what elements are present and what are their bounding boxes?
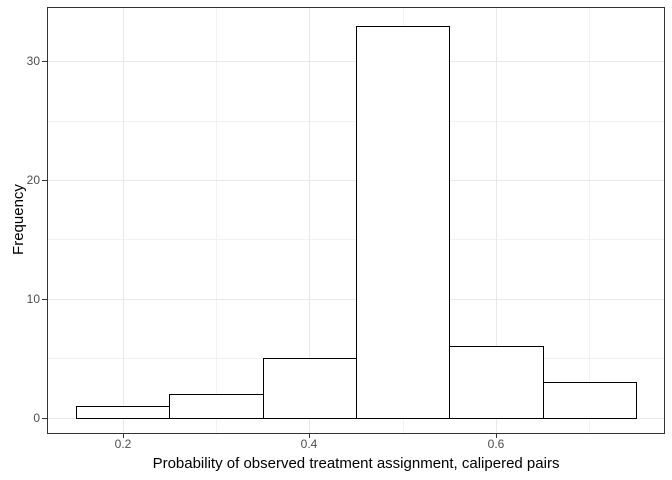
y-tick-mark xyxy=(42,180,47,181)
y-tick-label: 20 xyxy=(26,173,40,187)
plot-panel xyxy=(47,7,665,434)
histogram-bar xyxy=(356,26,450,419)
histogram-bar xyxy=(263,358,357,419)
x-tick-mark xyxy=(123,433,124,438)
y-axis-title: Frequency xyxy=(10,184,27,255)
x-tick-mark xyxy=(496,433,497,438)
x-tick-label: 0.4 xyxy=(300,437,318,451)
y-tick-mark xyxy=(42,61,47,62)
x-axis-title: Probability of observed treatment assign… xyxy=(152,455,560,472)
histogram-bar xyxy=(449,346,544,419)
plot-canvas xyxy=(48,8,664,433)
histogram-bar xyxy=(76,406,170,419)
y-tick-mark xyxy=(42,299,47,300)
y-tick-label: 10 xyxy=(26,292,40,306)
y-tick-label: 30 xyxy=(26,54,40,68)
y-tick-mark xyxy=(42,418,47,419)
histogram-bar xyxy=(169,394,264,419)
x-tick-mark xyxy=(309,433,310,438)
histogram-bar xyxy=(543,382,637,419)
x-tick-label: 0.6 xyxy=(487,437,505,451)
y-tick-label: 0 xyxy=(33,411,40,425)
x-tick-label: 0.2 xyxy=(114,437,132,451)
